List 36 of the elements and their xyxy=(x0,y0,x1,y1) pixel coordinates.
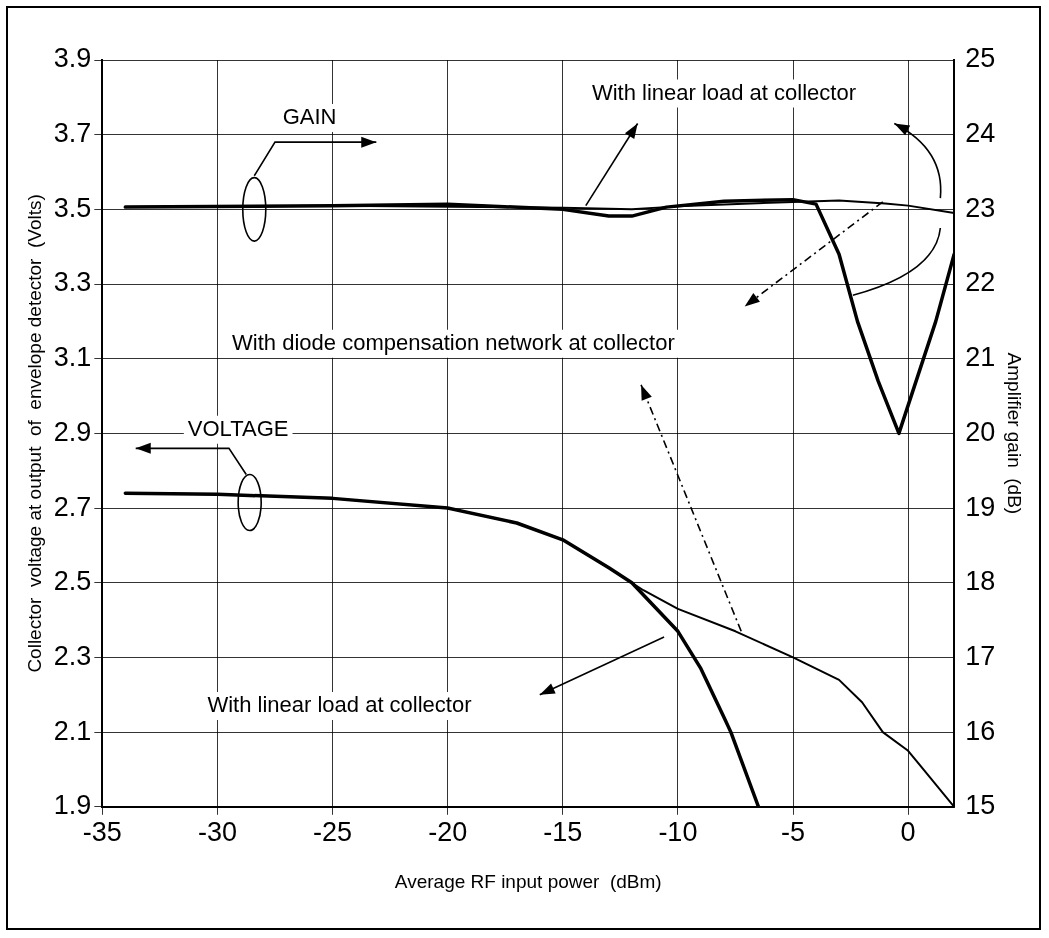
y-tick-label: 3.3 xyxy=(53,267,92,298)
y-tick-label: 3.1 xyxy=(53,342,92,373)
y2-tick-label: 18 xyxy=(965,566,996,597)
y-axis-title: Collector voltage at output of envelope detector (Volts) xyxy=(23,194,45,673)
y2-tick-label: 15 xyxy=(965,790,996,821)
x-axis-title: Average RF input power (dBm) xyxy=(394,870,662,892)
y2-tick-label: 24 xyxy=(965,118,996,149)
y2-axis-title: Amplifier gain (dB) xyxy=(1004,352,1026,515)
y2-tick-label: 23 xyxy=(965,192,996,223)
y-tick-label: 3.7 xyxy=(53,118,92,149)
x-tick-label: -5 xyxy=(781,817,806,848)
y2-tick-label: 21 xyxy=(965,342,996,373)
annotation: GAIN xyxy=(282,103,337,129)
y2-tick-label: 19 xyxy=(965,491,996,522)
y-tick-label: 3.5 xyxy=(53,192,92,223)
x-tick-label: -15 xyxy=(543,817,583,848)
x-tick-label: -20 xyxy=(428,817,468,848)
y-tick-label: 2.1 xyxy=(53,715,92,746)
annotation: With linear load at collector xyxy=(207,692,472,718)
y2-tick-label: 20 xyxy=(965,416,996,447)
x-tick-label: -30 xyxy=(197,817,237,848)
y-tick-label: 2.9 xyxy=(53,416,92,447)
x-tick-label: -25 xyxy=(313,817,353,848)
y-tick-label: 3.9 xyxy=(53,43,92,74)
x-tick-label: -10 xyxy=(658,817,698,848)
y-tick-label: 2.7 xyxy=(53,491,92,522)
y-tick-label: 2.3 xyxy=(53,640,92,671)
y2-tick-label: 17 xyxy=(965,640,996,671)
annotation: With linear load at collector xyxy=(591,79,856,105)
x-tick-label: 0 xyxy=(900,817,916,848)
y2-tick-label: 22 xyxy=(965,267,996,298)
y2-tick-label: 25 xyxy=(965,43,996,74)
annotation: VOLTAGE xyxy=(187,415,289,441)
y2-tick-label: 16 xyxy=(965,715,996,746)
y-tick-label: 2.5 xyxy=(53,566,92,597)
annotation: With diode compensation network at collector xyxy=(232,329,675,355)
